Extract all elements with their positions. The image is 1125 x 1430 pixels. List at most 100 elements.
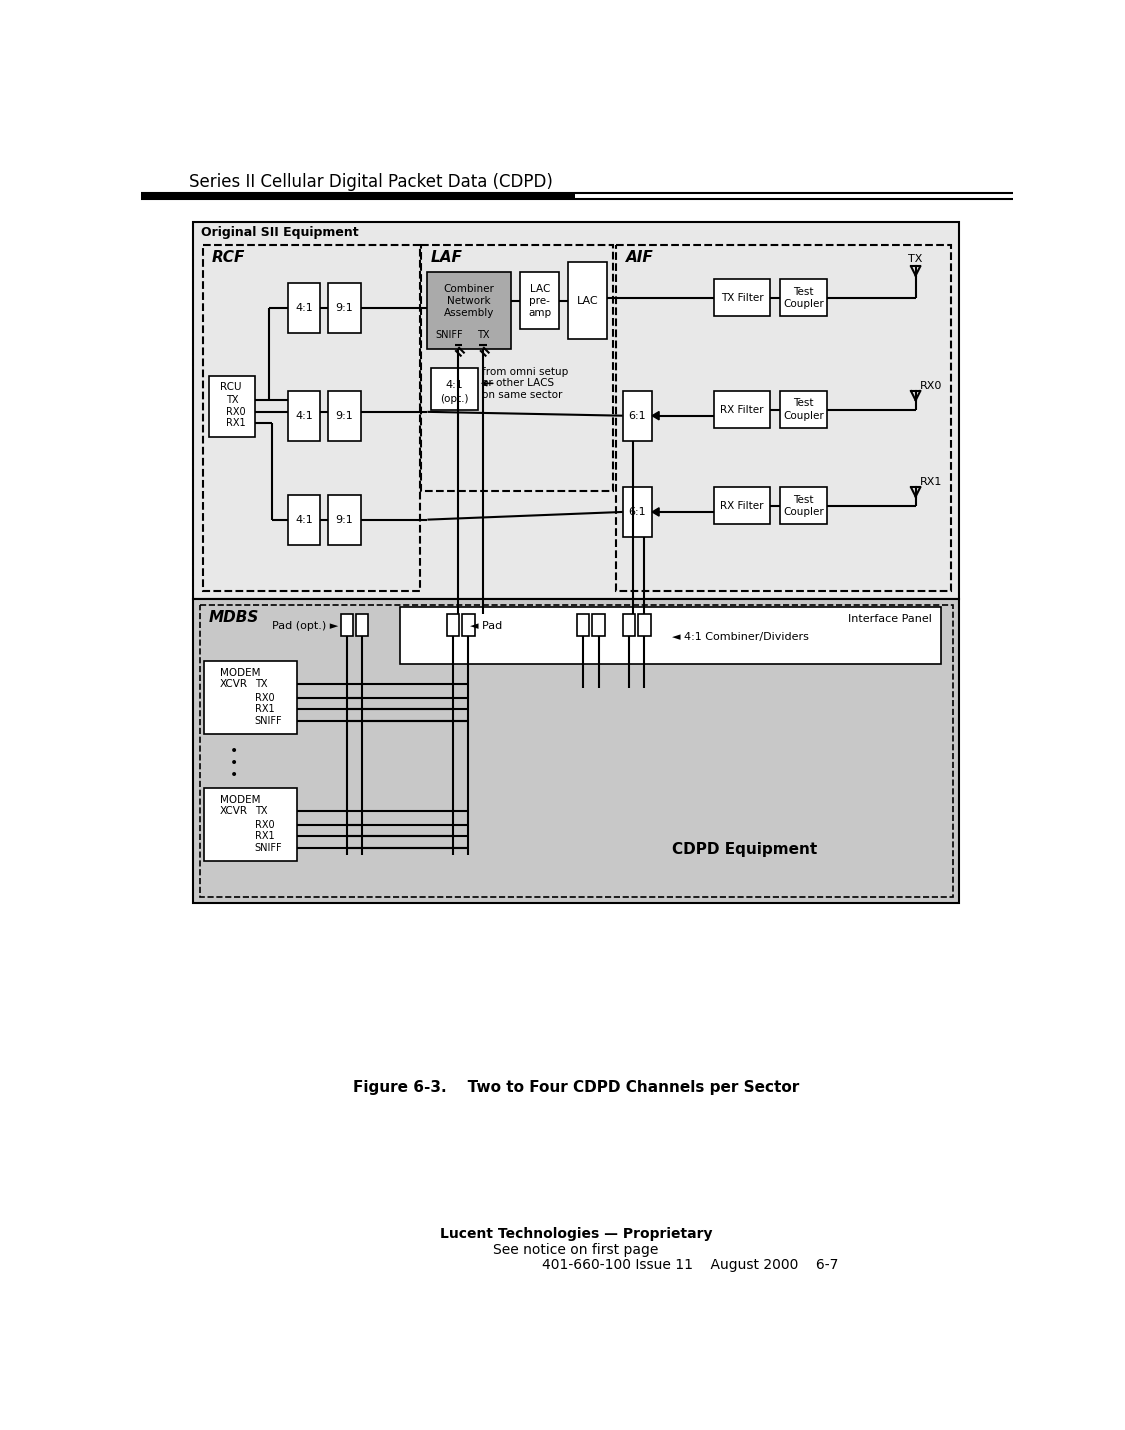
Bar — [204, 661, 297, 734]
Text: CDPD Equipment: CDPD Equipment — [673, 842, 818, 857]
Text: SNIFF: SNIFF — [435, 330, 462, 340]
Text: RX Filter: RX Filter — [720, 500, 764, 511]
Text: amp: amp — [529, 309, 551, 319]
Text: RX0: RX0 — [226, 408, 245, 416]
Text: pre-: pre- — [530, 296, 550, 306]
Bar — [328, 495, 361, 545]
Text: ◄ Pad: ◄ Pad — [470, 621, 502, 631]
Bar — [193, 222, 958, 599]
Text: XCVR: XCVR — [219, 807, 248, 817]
Text: TX: TX — [254, 807, 267, 817]
Text: 9:1: 9:1 — [335, 515, 353, 525]
Text: TX: TX — [254, 679, 267, 689]
Text: •: • — [229, 756, 237, 769]
Text: RX1: RX1 — [254, 704, 274, 714]
Text: MDBS: MDBS — [209, 611, 259, 625]
Bar — [568, 263, 608, 339]
Text: LAC: LAC — [530, 283, 550, 293]
Bar — [616, 245, 952, 591]
Text: Interface Panel: Interface Panel — [848, 613, 932, 623]
Text: Test: Test — [793, 287, 813, 296]
Bar — [209, 376, 255, 438]
Text: 401-660-100 Issue 11    August 2000    6-7: 401-660-100 Issue 11 August 2000 6-7 — [542, 1258, 838, 1273]
Text: Figure 6-3.    Two to Four CDPD Channels per Sector: Figure 6-3. Two to Four CDPD Channels pe… — [353, 1081, 799, 1095]
Text: SNIFF: SNIFF — [254, 715, 282, 725]
Bar — [780, 488, 827, 525]
Text: RX0: RX0 — [254, 819, 274, 829]
Bar — [202, 245, 420, 591]
Text: TX Filter: TX Filter — [721, 293, 764, 303]
Text: ◄ 4:1 Combiner/Dividers: ◄ 4:1 Combiner/Dividers — [673, 632, 809, 642]
Text: TX: TX — [909, 253, 922, 263]
Text: AIF: AIF — [626, 250, 654, 265]
Text: 9:1: 9:1 — [335, 303, 353, 313]
Bar — [141, 193, 575, 199]
Text: 4:1: 4:1 — [446, 380, 463, 390]
Polygon shape — [652, 412, 659, 420]
Text: or other LACS: or other LACS — [482, 379, 554, 389]
Text: Lucent Technologies — Proprietary: Lucent Technologies — Proprietary — [440, 1227, 712, 1241]
Text: RX0: RX0 — [254, 692, 274, 702]
Text: RCF: RCF — [212, 250, 245, 265]
Text: LAC: LAC — [577, 296, 598, 306]
Text: •: • — [229, 744, 237, 758]
Text: 4:1: 4:1 — [295, 515, 313, 525]
Bar — [780, 279, 827, 316]
Bar — [357, 615, 369, 636]
Text: Coupler: Coupler — [783, 299, 824, 309]
Bar — [593, 615, 605, 636]
Text: on same sector: on same sector — [482, 390, 562, 400]
Text: Original SII Equipment: Original SII Equipment — [201, 226, 359, 239]
Text: XCVR: XCVR — [219, 679, 248, 689]
Bar — [400, 606, 942, 665]
Text: RX Filter: RX Filter — [720, 405, 764, 415]
Bar — [288, 283, 321, 333]
Text: Test: Test — [793, 495, 813, 505]
Text: RX1: RX1 — [226, 419, 245, 429]
Bar — [622, 615, 636, 636]
Text: Test: Test — [793, 399, 813, 409]
Polygon shape — [652, 508, 659, 516]
Text: 4:1: 4:1 — [295, 410, 313, 420]
Text: Combiner: Combiner — [443, 283, 495, 293]
Text: Pad (opt.) ►: Pad (opt.) ► — [272, 621, 339, 631]
Text: Coupler: Coupler — [783, 508, 824, 516]
Text: (opt.): (opt.) — [440, 393, 469, 403]
Bar — [714, 488, 770, 525]
Text: LAF: LAF — [431, 250, 462, 265]
Text: RCU: RCU — [219, 382, 241, 392]
Text: Assembly: Assembly — [444, 309, 494, 319]
Text: RX1: RX1 — [919, 478, 942, 486]
Bar — [447, 615, 459, 636]
Text: RX0: RX0 — [919, 380, 942, 390]
Bar — [328, 283, 361, 333]
Text: Coupler: Coupler — [783, 410, 824, 420]
Text: TX: TX — [477, 330, 489, 340]
Text: MODEM: MODEM — [219, 668, 260, 678]
Text: TX: TX — [226, 395, 238, 405]
Bar — [288, 495, 321, 545]
Text: SNIFF: SNIFF — [254, 842, 282, 852]
Bar — [462, 615, 475, 636]
Bar — [780, 390, 827, 428]
Text: Series II Cellular Digital Packet Data (CDPD): Series II Cellular Digital Packet Data (… — [189, 173, 552, 192]
Text: 4:1: 4:1 — [295, 303, 313, 313]
Bar — [204, 788, 297, 861]
Bar — [428, 272, 511, 349]
Bar — [288, 390, 321, 440]
Text: RX1: RX1 — [254, 831, 274, 841]
Bar — [193, 599, 958, 904]
Bar — [421, 245, 613, 490]
Bar — [638, 615, 650, 636]
Text: Network: Network — [448, 296, 490, 306]
Text: 9:1: 9:1 — [335, 410, 353, 420]
Bar — [622, 488, 652, 538]
Bar — [714, 390, 770, 428]
Bar — [431, 368, 478, 410]
Text: MODEM: MODEM — [219, 795, 260, 805]
Bar — [622, 390, 652, 440]
Bar — [521, 272, 559, 329]
Bar — [577, 615, 590, 636]
Bar — [341, 615, 353, 636]
Bar — [199, 605, 953, 897]
